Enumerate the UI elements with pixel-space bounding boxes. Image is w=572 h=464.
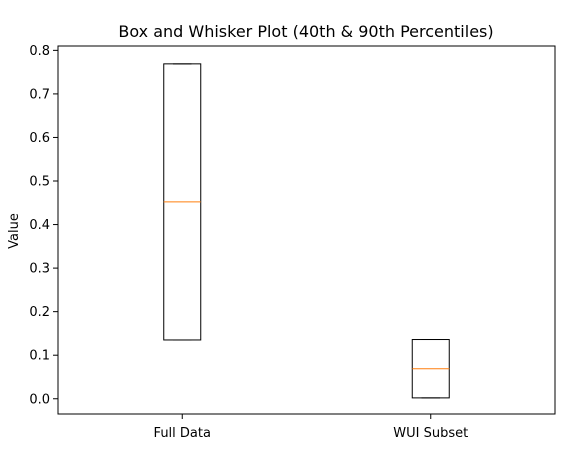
y-tick-label-7: 0.7: [29, 87, 50, 102]
y-tick-label-6: 0.6: [29, 131, 50, 146]
x-tick-label-1: WUI Subset: [393, 426, 468, 441]
y-axis-label: Value: [7, 213, 22, 249]
axes-frame: [57, 45, 556, 415]
y-tick-label-0: 0.0: [29, 392, 50, 407]
y-tick-label-2: 0.2: [29, 305, 50, 320]
y-tick-label-5: 0.5: [29, 175, 50, 190]
y-tick-label-3: 0.3: [29, 262, 50, 277]
plot-area: 0.0 0.1 0.2 0.3 0.4 0.5 0.6 0.7 0.8 Full Data WUI …: [29, 44, 468, 441]
y-tick-label-4: 0.4: [29, 218, 50, 233]
y-tick-label-8: 0.8: [29, 44, 50, 59]
x-tick-label-0: Full Data: [154, 426, 211, 441]
chart-title: Box and Whisker Plot (40th & 90th Percen…: [118, 22, 493, 41]
y-tick-label-1: 0.1: [29, 349, 50, 364]
